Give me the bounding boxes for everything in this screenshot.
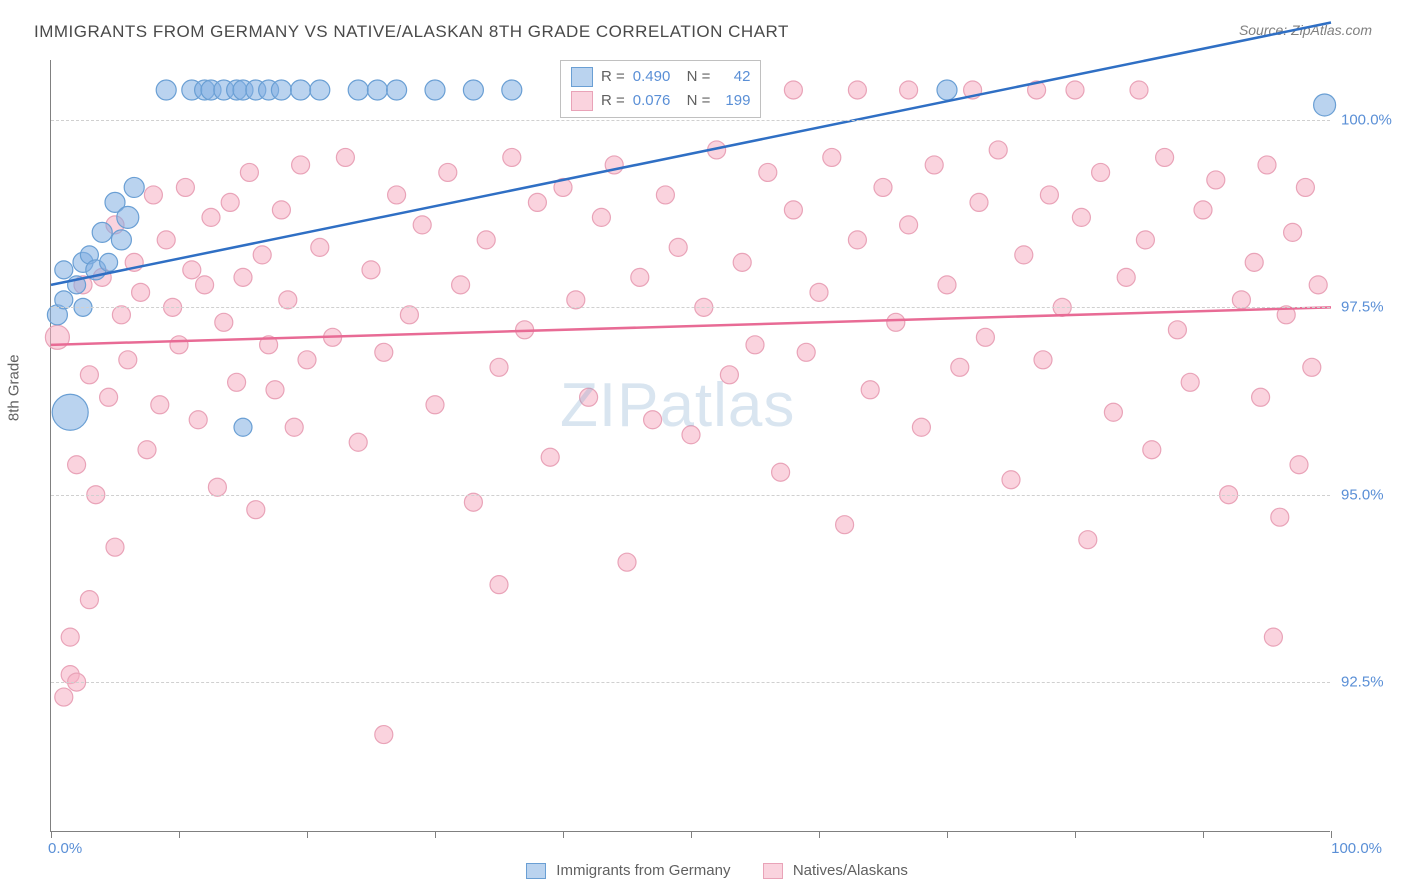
bottom-legend: Immigrants from Germany Natives/Alaskans (0, 862, 1406, 879)
legend-swatch-icon (526, 863, 546, 879)
stats-legend: R = 0.490 N = 42 R = 0.076 N = 199 (560, 60, 761, 118)
y-tick-label: 95.0% (1341, 486, 1384, 503)
legend-swatch-icon (571, 91, 593, 111)
bottom-legend-label-0: Immigrants from Germany (556, 862, 730, 879)
scatter-chart (51, 60, 1330, 831)
stats-legend-row-1: R = 0.076 N = 199 (571, 89, 750, 113)
legend-swatch-icon (571, 67, 593, 87)
plot-area: 92.5%95.0%97.5%100.0% (50, 60, 1330, 832)
x-tick-left: 0.0% (48, 840, 82, 857)
chart-title: IMMIGRANTS FROM GERMANY VS NATIVE/ALASKA… (34, 22, 789, 42)
y-tick-label: 100.0% (1341, 111, 1392, 128)
y-axis-label: 8th Grade (6, 354, 23, 421)
stats-legend-row-0: R = 0.490 N = 42 (571, 65, 750, 89)
source-credit: Source: ZipAtlas.com (1239, 22, 1372, 38)
bottom-legend-label-1: Natives/Alaskans (793, 862, 908, 879)
y-tick-label: 92.5% (1341, 674, 1384, 691)
x-tick-right: 100.0% (1331, 840, 1382, 857)
y-tick-label: 97.5% (1341, 299, 1384, 316)
legend-swatch-icon (763, 863, 783, 879)
